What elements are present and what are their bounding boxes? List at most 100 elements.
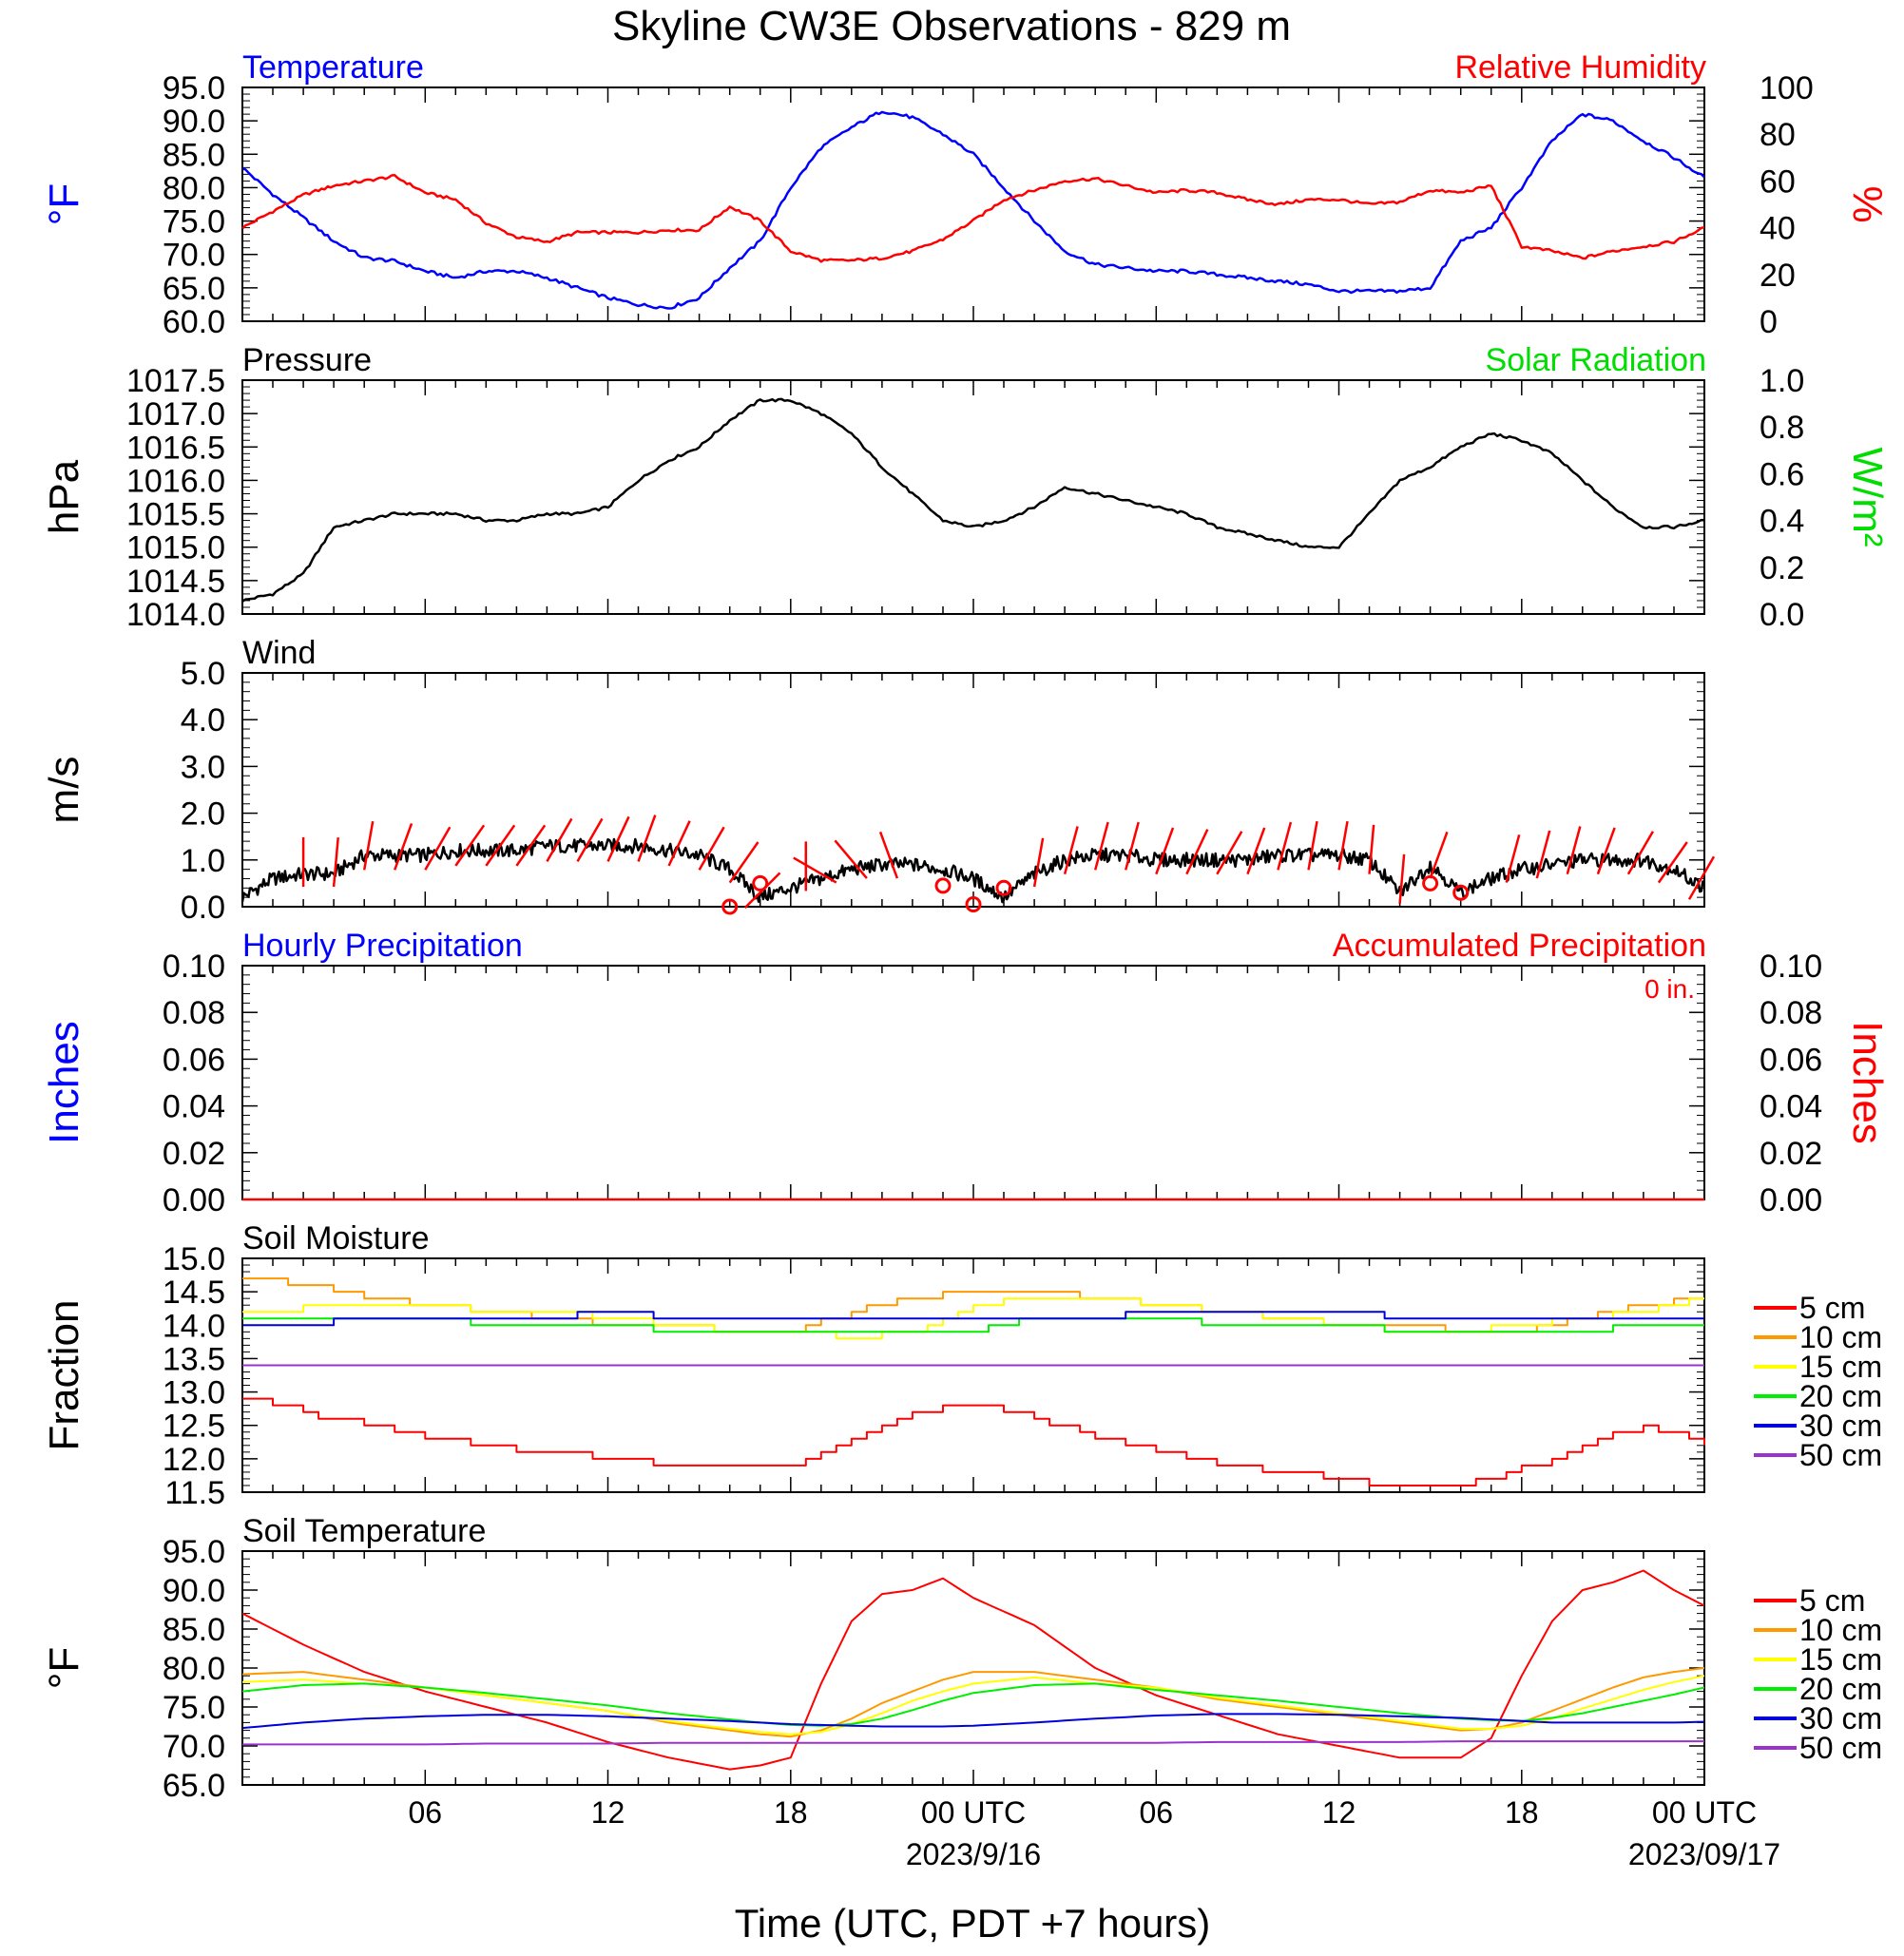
y-tick-label: 85.0 bbox=[163, 137, 225, 173]
legend-label: 10 cm bbox=[1799, 1613, 1882, 1647]
wind-barb bbox=[1032, 837, 1045, 888]
y-right-tick-label: 0.10 bbox=[1760, 949, 1822, 985]
x-tick-label: 18 bbox=[774, 1795, 808, 1830]
calm-wind-marker bbox=[1452, 884, 1470, 901]
wind-barb bbox=[1596, 827, 1616, 875]
legend-label: 30 cm bbox=[1799, 1701, 1882, 1735]
y-tick-label: 0.10 bbox=[163, 949, 225, 985]
wind-barb bbox=[1155, 827, 1175, 875]
wind-barb bbox=[362, 820, 375, 871]
panel-2: 1017.51017.01016.51016.01015.51015.01014… bbox=[41, 342, 1891, 633]
y-right-tick-label: 0.2 bbox=[1760, 550, 1804, 586]
y-axis-label-left: hPa bbox=[41, 459, 87, 534]
wind-barb bbox=[793, 856, 837, 884]
series-line-5-cm bbox=[242, 1397, 1705, 1486]
calm-wind-marker bbox=[721, 898, 739, 915]
x-tick-label: 00 UTC bbox=[921, 1795, 1026, 1830]
wind-barb bbox=[1398, 853, 1406, 904]
x-tick-label: 06 bbox=[409, 1795, 443, 1830]
y-tick-label: 1016.0 bbox=[126, 463, 225, 499]
legend-label: 5 cm bbox=[1799, 1291, 1865, 1325]
y-tick-label: 0.0 bbox=[181, 890, 225, 926]
y-right-tick-label: 0.06 bbox=[1760, 1042, 1822, 1078]
y-tick-label: 80.0 bbox=[163, 170, 225, 206]
y-tick-label: 90.0 bbox=[163, 1573, 225, 1609]
y-tick-label: 1017.5 bbox=[126, 363, 225, 399]
y-axis-label-left: m/s bbox=[41, 757, 87, 824]
y-tick-label: 0.02 bbox=[163, 1136, 225, 1172]
y-tick-label: 65.0 bbox=[163, 1768, 225, 1804]
x-tick-label: 12 bbox=[591, 1795, 625, 1830]
y-right-tick-label: 0.08 bbox=[1760, 995, 1822, 1031]
y-tick-label: 70.0 bbox=[163, 238, 225, 274]
chart-title: Skyline CW3E Observations - 829 m bbox=[612, 3, 1291, 49]
panel-6: 95.090.085.080.075.070.065.0 Soil Tempera… bbox=[41, 1513, 1705, 1804]
wind-barb bbox=[728, 841, 760, 884]
y-right-tick-label: 0.6 bbox=[1760, 456, 1804, 492]
y-tick-label: 4.0 bbox=[181, 702, 225, 738]
wind-barb bbox=[394, 822, 413, 871]
x-tick-label: 18 bbox=[1505, 1795, 1539, 1830]
calm-wind-marker bbox=[934, 877, 952, 894]
wind-barb bbox=[1216, 831, 1243, 875]
y-right-tick-label: 0.4 bbox=[1760, 504, 1804, 540]
y-tick-label: 0.04 bbox=[163, 1089, 225, 1125]
wind-barb bbox=[1505, 834, 1521, 883]
series-line-50-cm bbox=[242, 1740, 1704, 1746]
y-axis-label-left: °F bbox=[41, 1647, 87, 1689]
y-tick-label: 1015.5 bbox=[126, 497, 225, 533]
panel-title-left: Pressure bbox=[242, 342, 372, 378]
wind-barb bbox=[332, 837, 339, 888]
y-right-tick-label: 1.0 bbox=[1760, 363, 1804, 399]
legend-label: 5 cm bbox=[1799, 1583, 1865, 1618]
y-tick-label: 13.0 bbox=[163, 1375, 225, 1411]
panel-title-right: Accumulated Precipitation bbox=[1333, 928, 1706, 964]
x-tick-label: 00 UTC bbox=[1652, 1795, 1757, 1830]
wind-barb bbox=[1657, 841, 1688, 884]
y-tick-label: 1014.0 bbox=[126, 597, 225, 633]
y-right-tick-label: 0.0 bbox=[1760, 597, 1804, 633]
y-axis-label-right: % bbox=[1844, 185, 1891, 222]
panel-4: 0.10 0.08 0.06 0.04 0.02 0.00 0.10 0.08 0.06 0.04… bbox=[41, 928, 1891, 1218]
x-tick-label: 06 bbox=[1140, 1795, 1174, 1830]
y-axis-label-left: Fraction bbox=[41, 1300, 87, 1451]
y-axis-label-right: W/m² bbox=[1844, 447, 1891, 547]
y-tick-label: 5.0 bbox=[181, 656, 225, 692]
legend-label: 20 cm bbox=[1799, 1672, 1882, 1706]
legend-label: 10 cm bbox=[1799, 1320, 1882, 1354]
y-right-tick-label: 0.02 bbox=[1760, 1136, 1822, 1172]
wind-barb bbox=[1535, 830, 1551, 879]
y-axis-label-right: Inches bbox=[1844, 1021, 1891, 1144]
x-axis-label: Time (UTC, PDT +7 hours) bbox=[735, 1901, 1211, 1946]
wind-barb bbox=[1185, 829, 1209, 875]
y-tick-label: 11.5 bbox=[164, 1475, 225, 1511]
y-tick-label: 70.0 bbox=[163, 1729, 225, 1765]
wind-barb bbox=[834, 839, 868, 879]
wind-barb bbox=[1093, 821, 1109, 871]
y-tick-label: 75.0 bbox=[163, 204, 225, 240]
x-date-label: 2023/09/17 bbox=[1628, 1837, 1780, 1871]
series-line-relative-humidity bbox=[241, 174, 1705, 263]
series-line-20-cm bbox=[242, 1317, 1704, 1333]
wind-barb bbox=[1277, 821, 1293, 871]
y-right-tick-label: 20 bbox=[1760, 258, 1796, 294]
legend-label: 15 cm bbox=[1799, 1350, 1882, 1384]
wind-barb bbox=[515, 824, 547, 867]
y-tick-label: 85.0 bbox=[163, 1612, 225, 1648]
y-tick-label: 65.0 bbox=[163, 271, 225, 307]
y-tick-label: 1015.0 bbox=[126, 530, 225, 566]
wind-barb bbox=[1307, 820, 1318, 871]
wind-barb bbox=[637, 815, 657, 862]
wind-barb bbox=[1687, 855, 1716, 900]
y-tick-label: 0.08 bbox=[163, 995, 225, 1031]
wind-barb bbox=[1246, 827, 1266, 875]
panel-title-left: Soil Temperature bbox=[242, 1513, 486, 1549]
calm-wind-marker bbox=[752, 874, 769, 892]
wind-barb bbox=[1337, 820, 1349, 871]
panel-title-right: Solar Radiation bbox=[1486, 342, 1706, 378]
y-right-tick-label: 80 bbox=[1760, 117, 1796, 153]
wind-barb bbox=[576, 817, 604, 863]
y-right-tick-label: 0 bbox=[1760, 304, 1778, 340]
